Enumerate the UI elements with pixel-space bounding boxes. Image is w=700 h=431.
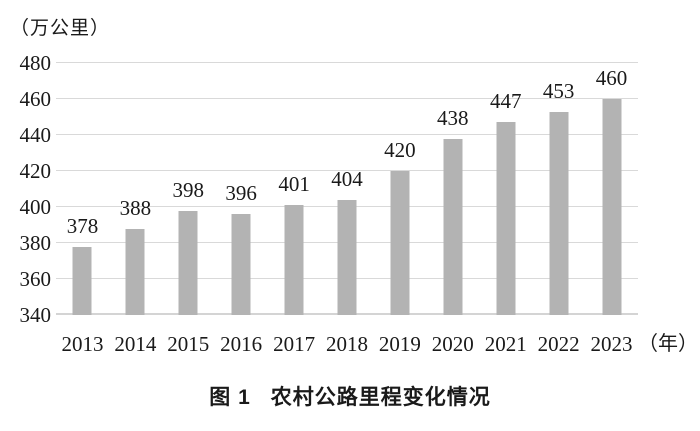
bar-slot-2023: 460 [585,63,638,315]
bar-value-label: 378 [66,213,99,238]
bar-value-label: 447 [489,89,522,114]
x-tick-label-2023: 2023 [590,332,633,356]
bar-slot-2021: 447 [479,63,532,315]
bar-2014 [125,228,145,315]
x-tick-label-2020: 2020 [431,332,474,356]
bar-2018 [337,199,357,315]
bar-value-label: 401 [278,172,310,197]
x-tick-label-2018: 2018 [325,332,368,356]
x-tick-label-2021: 2021 [484,332,527,356]
y-tick-label: 340 [19,303,52,327]
x-tick-label-2014: 2014 [114,332,157,356]
bar-value-label: 398 [172,177,205,202]
bar-value-label: 460 [595,66,628,90]
x-axis-tick-labels: 2013 2014 2015 2016 2017 2018 2019 2020 2021 2022… [56,331,638,357]
y-axis-tick-labels: 340 360 380 400 420 440 460 480 [0,52,52,326]
bar-2019 [390,171,410,315]
bar-slot-2022: 453 [532,63,585,315]
y-tick-label: 480 [19,51,52,75]
bar-slot-2015: 398 [162,63,215,315]
y-tick-label: 460 [19,87,52,111]
bar-slot-2013: 378 [56,63,109,315]
bar-slot-2017: 401 [268,63,321,315]
x-axis-unit-label: （年） [638,333,698,355]
y-tick-label: 400 [19,195,52,219]
gridline [56,170,638,171]
bar-series: 378 388 398 396 401 404 420 438 447 453 460 [56,63,638,315]
bar-slot-2016: 396 [215,63,268,315]
x-tick-label-2015: 2015 [167,332,210,356]
x-tick-label-2022: 2022 [537,332,580,356]
figure-caption: 图 1 农村公路里程变化情况 [0,381,700,411]
bar-2017 [284,205,304,315]
bar-2013 [72,246,92,315]
bar-2016 [231,214,251,315]
bar-2023 [602,99,622,315]
y-tick-label: 360 [19,267,52,291]
y-tick-label: 420 [19,159,52,183]
bar-slot-2014: 388 [109,63,162,315]
bar-value-label: 453 [542,78,575,103]
x-tick-label-2017: 2017 [273,332,316,356]
y-tick-label: 440 [19,123,52,147]
figure-title-text: 农村公路里程变化情况 [270,386,491,409]
bar-2022 [549,111,569,315]
bar-slot-2019: 420 [373,63,426,315]
bar-value-label: 404 [331,166,363,191]
bar-slot-2018: 404 [321,63,374,315]
bar-value-label: 396 [225,181,257,206]
x-tick-label-2013: 2013 [61,332,104,356]
y-tick-label: 380 [19,231,52,255]
bar-value-label: 388 [119,195,152,220]
x-tick-label-2016: 2016 [220,332,263,356]
bar-slot-2020: 438 [426,63,479,315]
gridline [56,134,638,135]
y-axis-unit-label: （万公里） [10,18,111,39]
bar-value-label: 420 [384,138,416,162]
bar-value-label: 438 [437,105,469,130]
gridline [56,98,638,99]
plot-area: 378 388 398 396 401 404 420 438 447 453 460 [56,62,638,315]
x-tick-label-2019: 2019 [378,332,421,356]
bar-2015 [178,210,198,315]
bar-2020 [443,138,463,315]
figure-number-label: 图 1 [209,386,251,409]
gridline [56,62,638,63]
bar-2021 [496,122,516,315]
